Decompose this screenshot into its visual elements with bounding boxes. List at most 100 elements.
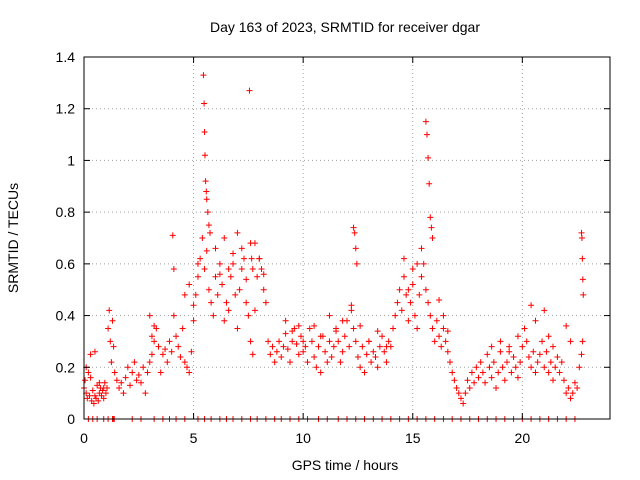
data-point (560, 377, 567, 384)
data-point (127, 382, 134, 389)
data-point (552, 364, 559, 371)
data-point (186, 369, 193, 376)
data-point (547, 359, 554, 366)
data-point (440, 325, 447, 332)
data-point (506, 348, 513, 355)
data-point (146, 359, 153, 366)
data-point (565, 384, 572, 391)
data-point (207, 229, 214, 236)
data-point (429, 235, 436, 241)
data-point (256, 255, 263, 262)
data-point (122, 374, 129, 381)
y-axis-label: SRMTID / TECUs (5, 183, 21, 293)
data-point (466, 384, 473, 391)
data-point (203, 247, 210, 254)
data-point (550, 343, 557, 350)
data-point (234, 229, 241, 236)
data-point (105, 325, 112, 332)
data-point (523, 338, 530, 345)
data-point (558, 359, 565, 366)
data-point (86, 392, 93, 399)
data-point (442, 338, 449, 345)
data-point (574, 384, 581, 391)
data-point (370, 348, 377, 355)
data-point (135, 372, 142, 379)
data-point (379, 333, 386, 340)
data-point (514, 374, 521, 381)
data-point (140, 364, 147, 371)
data-point (155, 343, 162, 350)
data-point (238, 266, 245, 273)
data-point (192, 291, 199, 298)
data-point (262, 299, 269, 306)
data-point (477, 359, 484, 366)
data-point (337, 359, 344, 366)
data-point (350, 325, 357, 332)
data-point (530, 348, 537, 355)
data-point (473, 364, 480, 371)
data-point (170, 266, 177, 273)
data-point (304, 359, 311, 366)
data-point (144, 369, 151, 376)
data-point (381, 348, 388, 355)
data-point (326, 312, 333, 319)
data-point (108, 359, 115, 366)
data-point (567, 338, 574, 345)
data-point (328, 353, 335, 360)
data-point (348, 307, 355, 314)
data-point (100, 384, 107, 391)
data-point (414, 325, 421, 332)
data-point (536, 351, 543, 358)
data-point (579, 255, 586, 262)
data-point (403, 291, 410, 298)
data-point (464, 377, 471, 384)
data-point (278, 353, 285, 360)
data-point (284, 346, 291, 353)
data-point (204, 209, 211, 216)
x-tick-label: 5 (190, 430, 198, 446)
data-point (201, 128, 208, 135)
data-point (313, 364, 320, 371)
data-point (297, 333, 304, 340)
data-point (398, 307, 405, 314)
data-point (335, 338, 342, 345)
data-point (243, 276, 250, 283)
data-point (205, 286, 212, 293)
data-point (578, 235, 585, 241)
y-tick-label: 0.8 (56, 204, 76, 220)
data-point (282, 330, 289, 337)
data-point (392, 312, 399, 319)
data-point (528, 364, 535, 371)
data-point (91, 392, 98, 399)
data-point (240, 255, 247, 262)
data-point (116, 384, 123, 391)
data-point (352, 338, 359, 345)
data-point (151, 322, 158, 329)
plot-frame (83, 56, 611, 420)
data-point (556, 369, 563, 376)
data-point (352, 245, 359, 252)
data-point (339, 317, 346, 324)
data-point (567, 395, 574, 402)
data-point (113, 377, 120, 384)
data-point (423, 131, 430, 138)
data-point (311, 322, 318, 329)
data-point (428, 224, 435, 231)
data-point (293, 341, 300, 348)
data-point (396, 286, 403, 293)
data-point (311, 353, 318, 360)
data-point (357, 364, 364, 371)
data-point (409, 266, 416, 273)
data-point (109, 317, 116, 324)
data-point (510, 353, 517, 360)
data-points (81, 72, 587, 422)
data-point (326, 338, 333, 345)
data-point (361, 369, 368, 376)
data-point (177, 353, 184, 360)
data-point (400, 255, 407, 262)
data-point (490, 359, 497, 366)
data-point (280, 343, 287, 350)
data-point (148, 333, 155, 340)
data-point (216, 260, 223, 267)
data-point (563, 390, 570, 397)
